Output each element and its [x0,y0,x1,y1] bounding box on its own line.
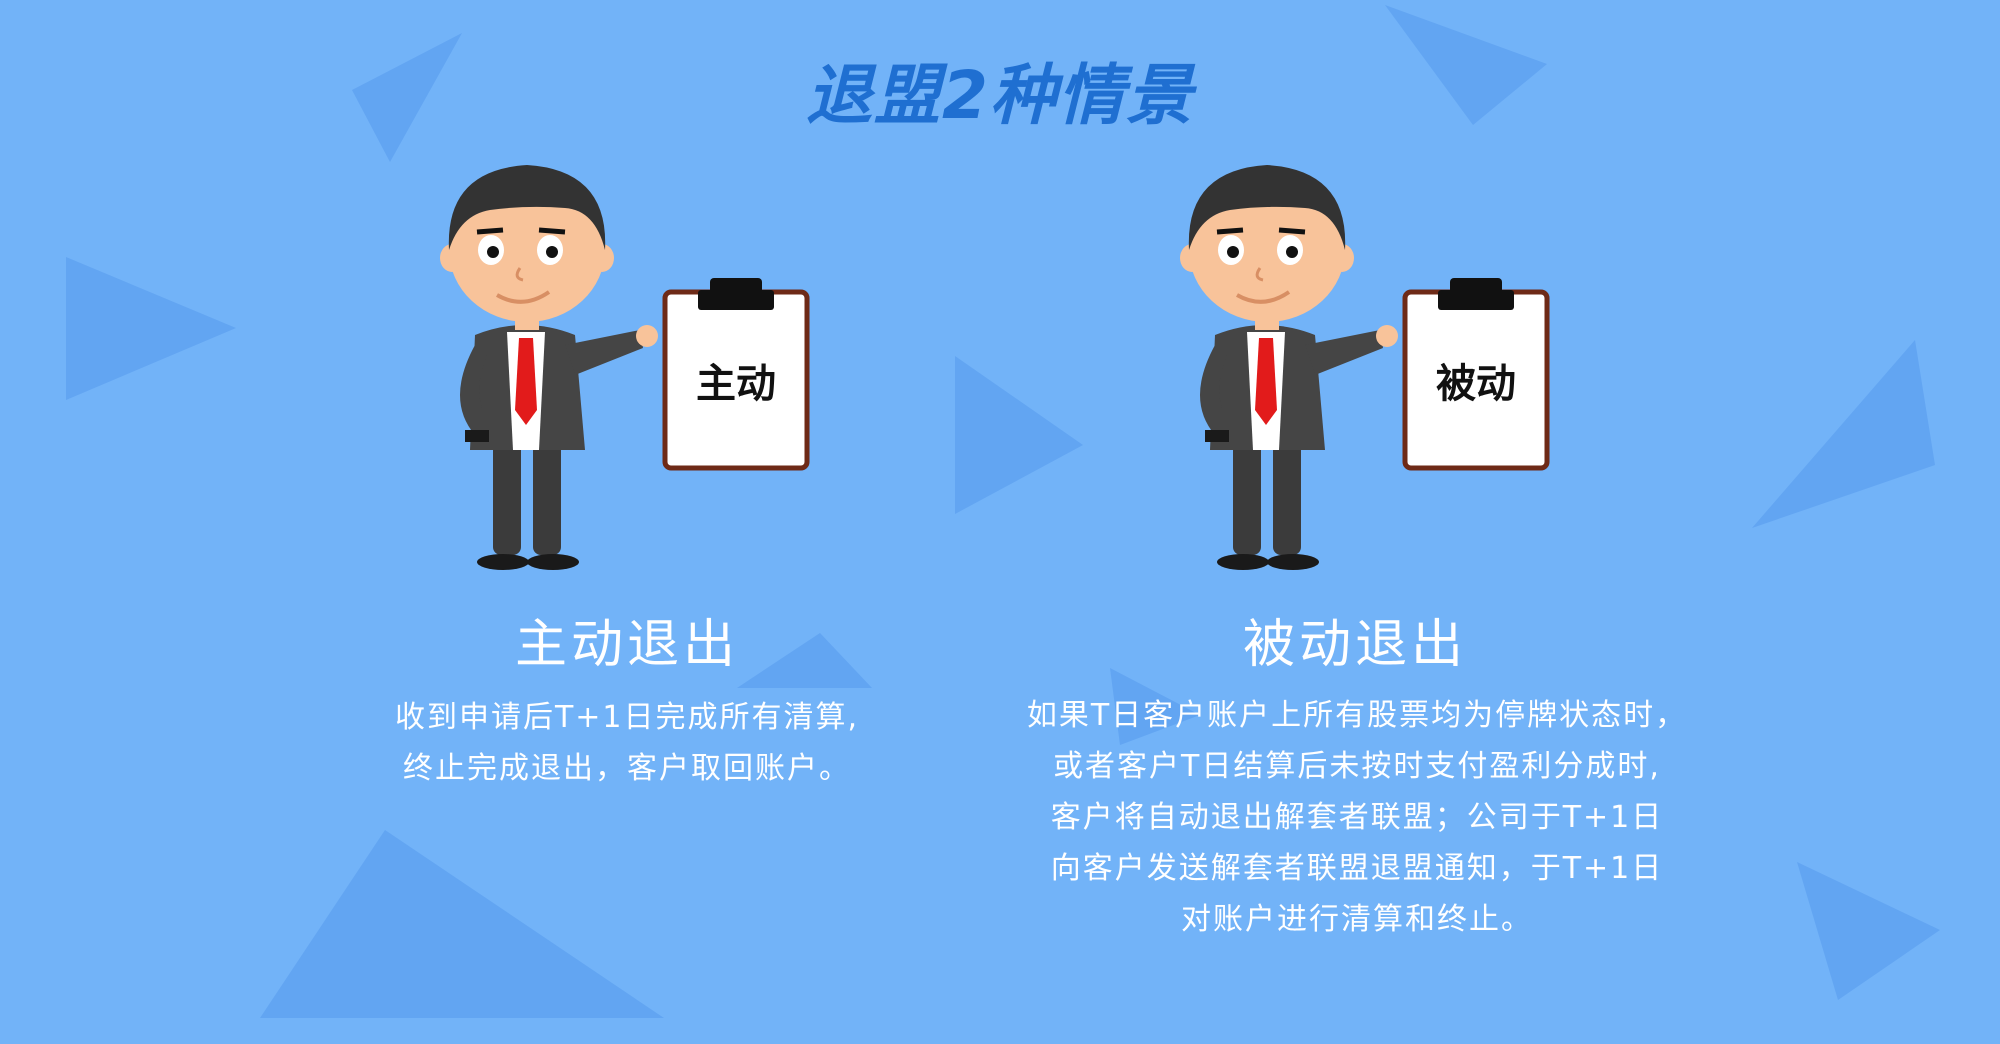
clipboard: 被动 [1402,278,1550,471]
description-line: 如果T日客户账户上所有股票均为停牌状态时， [1026,698,1688,733]
bg-triangle [352,33,462,162]
description-line: 终止完成退出，客户取回账户。 [403,751,851,786]
clipboard-label: 主动 [696,361,776,407]
bg-triangle [955,356,1083,514]
bg-triangle [260,830,664,1018]
clipboard: 主动 [662,278,810,471]
description-line: 客户将自动退出解套者联盟；公司于T+1日 [1050,800,1664,835]
active-exit-description: 收到申请后T+1日完成所有清算, 终止完成退出，客户取回账户。 [247,692,1007,794]
passive-exit-heading: 被动退出 [1242,615,1467,675]
page-title: 退盟2种情景 [806,57,1194,134]
businessman [440,165,658,570]
bg-triangle [66,257,236,400]
bg-triangle [1797,862,1940,1000]
description-line: 或者客户T日结算后未按时支付盈利分成时, [1053,749,1661,784]
description-line: 对账户进行清算和终止。 [1181,902,1533,937]
description-line: 收到申请后T+1日完成所有清算, [394,700,860,735]
bg-triangle [1752,340,1935,528]
businessman-illustration-right: 被动 [1180,165,1550,570]
active-exit-heading: 主动退出 [514,615,739,675]
description-line: 向客户发送解套者联盟退盟通知，于T+1日 [1050,851,1664,886]
bg-triangle [1110,668,1200,745]
bg-triangle [737,633,872,688]
businessman-illustration-left: 主动 [440,165,810,570]
passive-exit-description: 如果T日客户账户上所有股票均为停牌状态时， 或者客户T日结算后未按时支付盈利分成… [977,690,1737,945]
bg-triangle [1385,5,1547,125]
businessman [1180,165,1398,570]
clipboard-label: 被动 [1436,361,1516,407]
